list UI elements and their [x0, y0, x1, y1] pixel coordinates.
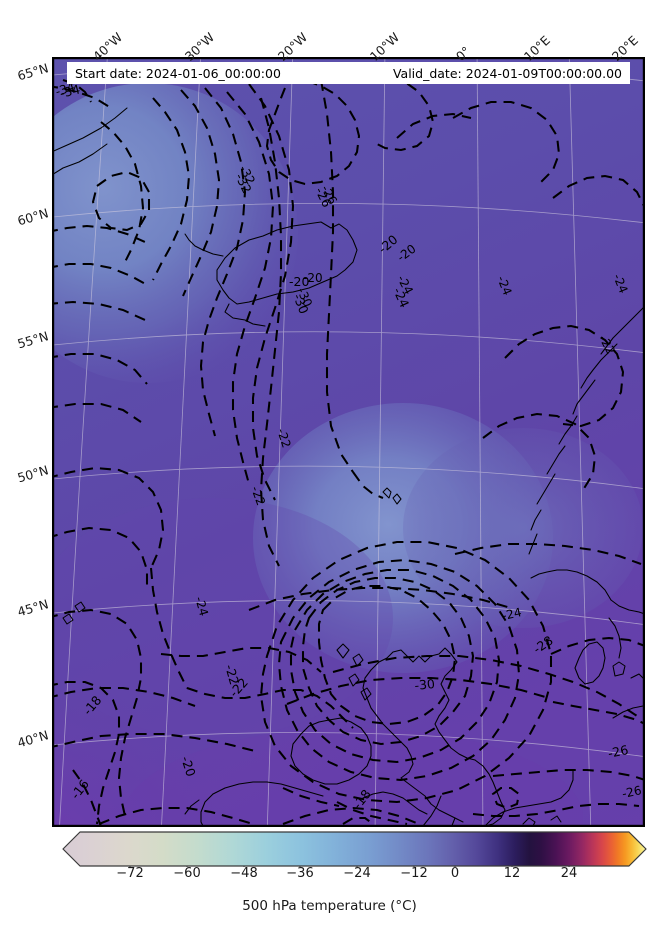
colorbar-tick-labels: −72 −60 −48 −36 −24 −12 0 12 24: [62, 866, 647, 886]
svg-text:-30: -30: [414, 676, 436, 693]
svg-text:-24: -24: [610, 272, 630, 295]
svg-text:-24: -24: [494, 274, 514, 297]
map-border: [53, 58, 644, 826]
svg-text:-34: -34: [54, 79, 77, 98]
temperature-contours: [53, 72, 644, 826]
cbar-tick--12: −12: [400, 866, 428, 881]
cbar-tick--24: −24: [343, 866, 371, 881]
svg-text:-24: -24: [501, 605, 523, 623]
contour-labels: -34 -32 -26 -30 -20 -24 -20 -24 -24 -22 …: [54, 79, 643, 801]
svg-text:-22: -22: [274, 427, 293, 450]
lat-tick-40n: 40°N: [15, 727, 51, 751]
svg-text:-22: -22: [248, 484, 268, 507]
colorbar[interactable]: [62, 831, 647, 867]
cbar-tick-0: 0: [450, 866, 460, 881]
lat-tick-65n: 65°N: [15, 60, 51, 84]
svg-text:-34: -34: [58, 81, 81, 101]
svg-text:-20: -20: [178, 754, 199, 778]
cbar-tick--48: −48: [230, 866, 258, 881]
cbar-tick--60: −60: [173, 866, 201, 881]
cbar-tick--36: −36: [286, 866, 314, 881]
colorbar-axis-label: 500 hPa temperature (°C): [242, 898, 417, 914]
svg-text:-20: -20: [289, 274, 309, 289]
lat-tick-45n: 45°N: [15, 596, 51, 620]
cbar-tick-12: 12: [503, 866, 521, 881]
lat-tick-60n: 60°N: [15, 205, 51, 229]
svg-text:-26: -26: [621, 783, 643, 801]
svg-text:-26: -26: [607, 742, 630, 761]
colorbar-tickmarks: [129, 866, 570, 867]
svg-text:-24: -24: [192, 595, 211, 618]
title-banner: Start date: 2024-01-06_00:00:00 Valid_da…: [67, 62, 630, 84]
lat-tick-50n: 50°N: [15, 462, 51, 486]
coastlines: [53, 107, 644, 826]
svg-text:-30: -30: [290, 292, 312, 317]
start-date-label: Start date: 2024-01-06_00:00:00: [75, 65, 281, 81]
cbar-tick--72: −72: [116, 866, 144, 881]
svg-text:-20: -20: [303, 271, 323, 285]
map-panel[interactable]: -34 -32 -26 -30 -20 -24 -20 -24 -24 -22 …: [52, 57, 645, 827]
cbar-tick-24: 24: [560, 866, 578, 881]
valid-date-label: Valid_date: 2024-01-09T00:00:00.00: [392, 65, 622, 81]
colorbar-gradient: [62, 831, 647, 867]
temperature-field: [53, 58, 644, 826]
contour-labels-visible: -22 -18 -20 -16 -30 -28 -26 -18 -22: [68, 633, 630, 812]
svg-text:-22: -22: [222, 663, 242, 687]
lat-tick-55n: 55°N: [15, 328, 51, 352]
map-svg: -34 -32 -26 -30 -20 -24 -20 -24 -24 -22 …: [53, 58, 644, 826]
colorbar-svg: [62, 831, 647, 867]
